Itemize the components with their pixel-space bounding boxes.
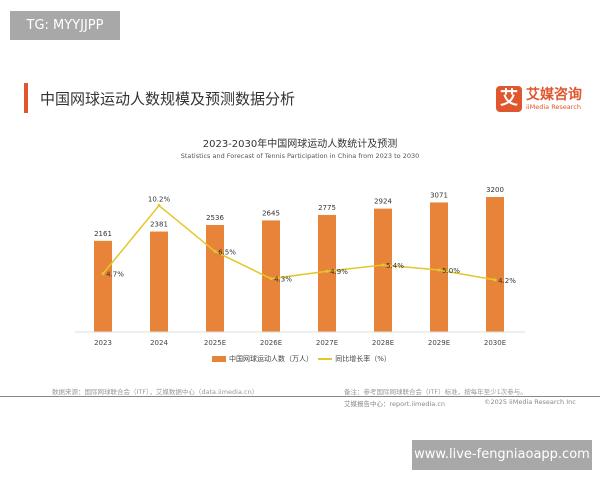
- bar: [206, 225, 224, 332]
- x-tick-label: 2027E: [316, 339, 338, 347]
- bar-value-label: 3071: [430, 191, 448, 199]
- bar: [374, 208, 392, 332]
- x-tick-label: 2025E: [204, 339, 226, 347]
- legend-label-line: 同比增长率（%）: [335, 355, 391, 363]
- growth-point: [325, 269, 329, 273]
- growth-line: [102, 204, 496, 281]
- chart-title: 2023-2030年中国网球运动人数统计及预测: [202, 139, 398, 150]
- growth-point: [269, 277, 273, 281]
- watermark-top: TG: MYYJJPP: [10, 11, 120, 40]
- x-tick-label: 2030E: [484, 339, 506, 347]
- bar: [262, 220, 280, 332]
- bar-value-label: 2924: [374, 198, 392, 206]
- growth-value-label: 4.9%: [330, 268, 348, 276]
- note: 备注：参考国际网球联合会（ITF）标准，按每年至少1次参与。: [344, 388, 527, 396]
- growth-value-label: 10.2%: [148, 196, 171, 204]
- growth-value-label: 4.2%: [498, 277, 516, 285]
- copyright: ©2025 iiMedia Research Inc: [484, 398, 576, 406]
- growth-value-label: 4.7%: [106, 271, 124, 279]
- bar-value-label: 3200: [486, 186, 504, 194]
- growth-point: [437, 268, 441, 272]
- legend: 中国网球运动人数（万人） 同比增长率（%）: [0, 354, 600, 364]
- x-tick-label: 2029E: [428, 339, 450, 347]
- logo-icon: 艾: [496, 86, 522, 112]
- growth-value-label: 5.4%: [386, 262, 404, 270]
- legend-label-bar: 中国网球运动人数（万人）: [229, 355, 314, 363]
- growth-value-label: 5.0%: [442, 267, 460, 275]
- x-tick-label: 2024: [150, 339, 168, 347]
- bar: [150, 231, 168, 332]
- bar: [94, 240, 112, 332]
- growth-point: [493, 278, 497, 282]
- logo-text-cn: 艾媒咨询: [526, 87, 582, 103]
- growth-point: [213, 249, 217, 253]
- page-title: 中国网球运动人数规模及预测数据分析: [40, 90, 296, 108]
- divider: [0, 396, 600, 397]
- x-tick-label: 2026E: [260, 339, 282, 347]
- logo: 艾 艾媒咨询 iiMedia Research: [496, 84, 592, 114]
- growth-value-label: 6.5%: [218, 248, 236, 256]
- bar: [318, 214, 336, 332]
- bar-value-label: 2381: [150, 221, 168, 229]
- legend-swatch-bar: [212, 356, 227, 362]
- bar-value-label: 2775: [318, 204, 336, 212]
- title-accent-bar: [24, 83, 28, 113]
- bar: [430, 202, 448, 332]
- bar-value-label: 2645: [262, 209, 280, 217]
- growth-value-label: 4.3%: [274, 276, 292, 284]
- chart-subtitle: Statistics and Forecast of Tennis Partic…: [180, 152, 420, 160]
- x-tick-label: 2028E: [372, 339, 394, 347]
- data-source: 数据来源：国际网球联合会（ITF），艾媒数据中心（data.iimedia.cn…: [52, 388, 259, 396]
- bar: [486, 197, 504, 332]
- growth-point: [101, 272, 105, 276]
- x-tick-label: 2023: [94, 339, 112, 347]
- bar-value-label: 2161: [94, 230, 112, 238]
- report-center: 艾媒报告中心：report.iimedia.cn: [344, 400, 446, 408]
- growth-point: [157, 204, 161, 208]
- growth-point: [381, 263, 385, 267]
- legend-swatch-line: [318, 358, 333, 360]
- logo-text-en: iiMedia Research: [526, 103, 582, 111]
- bar-value-label: 2536: [206, 214, 224, 222]
- watermark-bottom: www.live-fengniaoapp.com: [412, 440, 592, 470]
